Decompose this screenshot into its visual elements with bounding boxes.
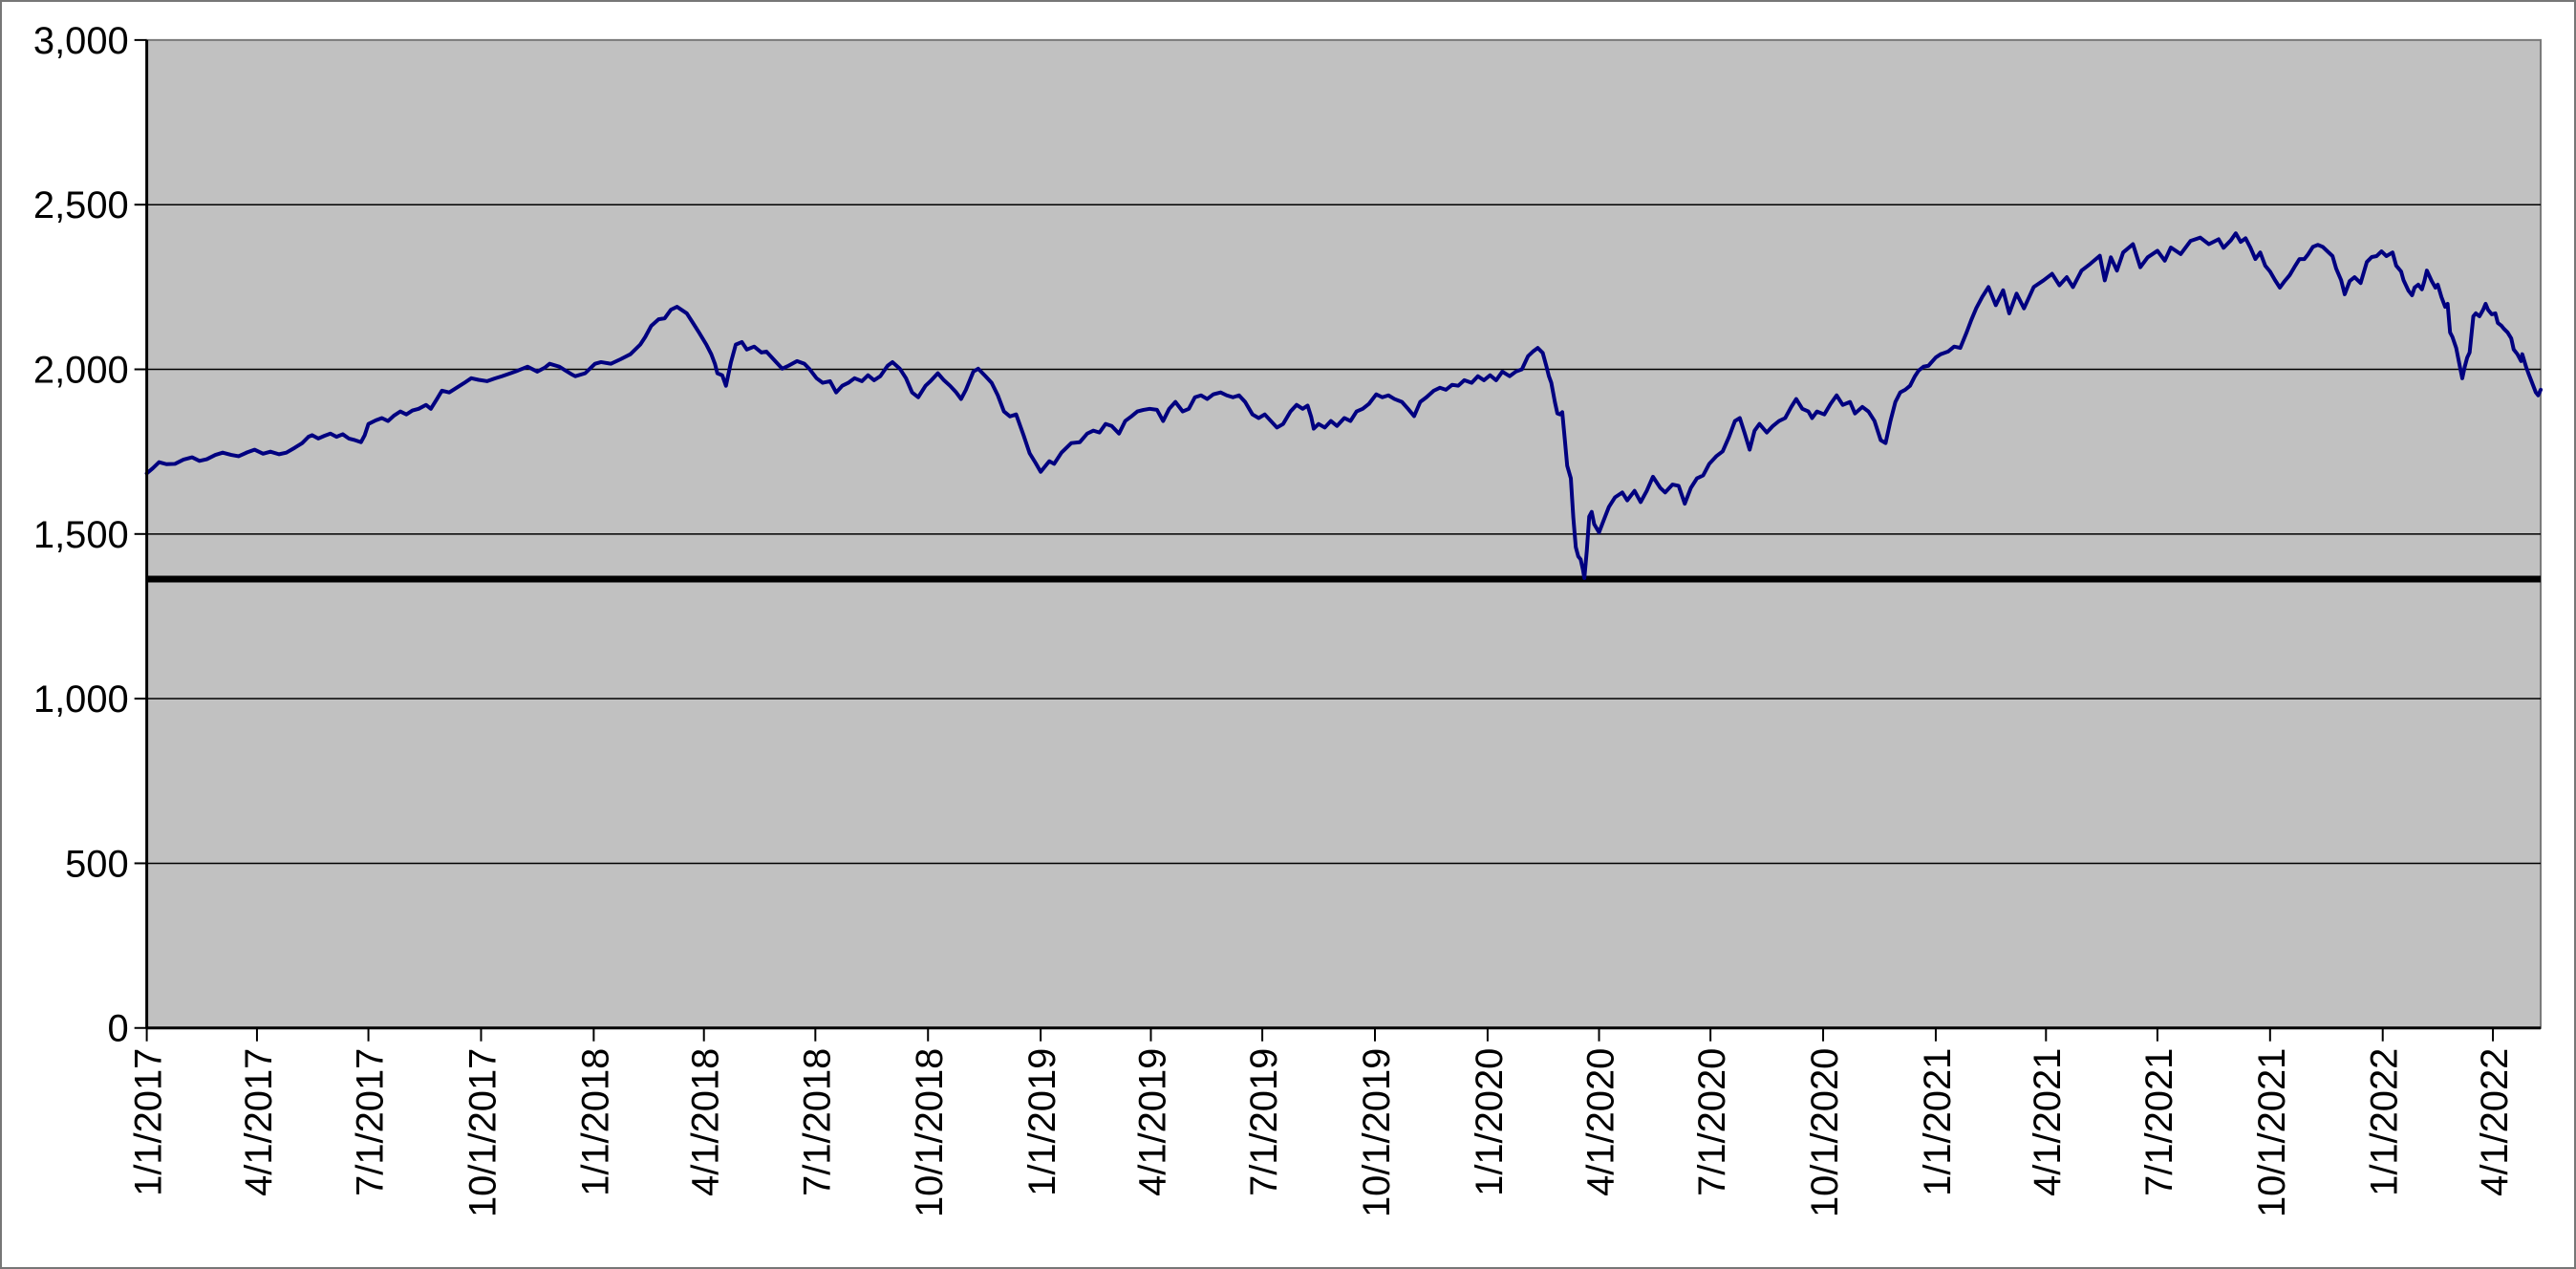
x-axis-tick-label: 4/1/2020 [1579, 1048, 1621, 1196]
x-axis-tick-label: 7/1/2019 [1243, 1048, 1285, 1196]
y-axis-tick-label: 1,000 [33, 678, 129, 721]
x-axis-tick-label: 1/1/2022 [2364, 1048, 2406, 1196]
x-axis-tick-label: 10/1/2019 [1356, 1048, 1398, 1217]
x-axis-tick-label: 10/1/2020 [1804, 1048, 1846, 1217]
series-layer [144, 231, 2544, 580]
x-axis-tick-label: 4/1/2022 [2474, 1048, 2516, 1196]
x-axis-tick-label: 4/1/2021 [2027, 1048, 2069, 1196]
x-axis-tick-label: 1/1/2017 [128, 1048, 170, 1196]
x-axis-tick-label: 1/1/2020 [1469, 1048, 1511, 1196]
y-axis-tick-label: 2,500 [33, 184, 129, 226]
x-axis-tick-label: 10/1/2018 [909, 1048, 951, 1217]
gridlines [146, 204, 2542, 865]
x-axis-tick-label: 4/1/2018 [685, 1048, 727, 1196]
x-axis-tick-label: 1/1/2021 [1917, 1048, 1959, 1196]
x-axis-tick-label: 7/1/2018 [796, 1048, 838, 1196]
price-line [144, 231, 2544, 580]
x-axis-tick-label: 7/1/2021 [2138, 1048, 2180, 1196]
x-axis-tick-label: 10/1/2021 [2251, 1048, 2293, 1217]
x-axis-tick-label: 1/1/2019 [1021, 1048, 1063, 1196]
axes-layer [134, 38, 2542, 1042]
y-axis-tick-label: 0 [107, 1008, 128, 1050]
x-axis-tick-label: 7/1/2020 [1691, 1048, 1733, 1196]
y-axis-tick-label: 2,000 [33, 349, 129, 391]
y-axis-tick-label: 3,000 [33, 20, 129, 62]
x-axis-tick-label: 4/1/2019 [1131, 1048, 1173, 1196]
x-axis-tick-label: 4/1/2017 [238, 1048, 280, 1196]
x-axis-tick-label: 10/1/2017 [462, 1048, 504, 1217]
x-axis-tick-label: 1/1/2018 [574, 1048, 616, 1196]
y-axis-tick-label: 500 [65, 843, 129, 885]
x-axis-tick-label: 7/1/2017 [350, 1048, 392, 1196]
y-axis-tick-label: 1,500 [33, 514, 129, 556]
axis-labels-layer: 0 500 1,000 1,500 2,000 2,500 3,000 1/1/2017 4/1… [33, 20, 2516, 1217]
